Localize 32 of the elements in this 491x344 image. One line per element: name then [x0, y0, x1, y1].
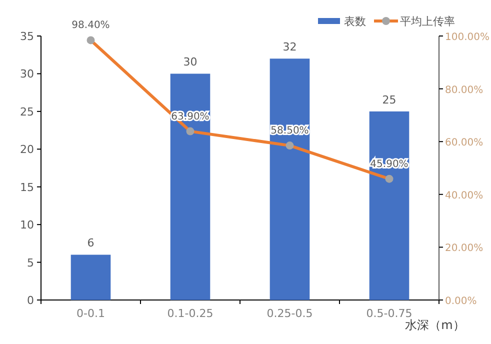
x-tick-label: 0.1-0.25 — [167, 307, 214, 320]
x-axis-title: 水深（m） — [405, 318, 465, 332]
x-tick-label: 0.5-0.75 — [366, 307, 412, 320]
x-tick-label: 0.25-0.5 — [266, 307, 313, 320]
y-tick-label: 5 — [27, 256, 34, 270]
y2-tick-label: 20.00% — [445, 243, 484, 254]
bar — [270, 58, 310, 300]
y-tick-label: 15 — [20, 180, 34, 194]
data-label: 45.90% — [370, 158, 408, 170]
data-label: 30 — [183, 56, 198, 69]
data-label: 25 — [382, 93, 396, 106]
bar — [369, 111, 410, 300]
y-tick-label: 20 — [20, 143, 34, 156]
y-tick-label: 35 — [20, 30, 34, 43]
y-tick-label: 10 — [20, 218, 34, 232]
y2-tick-label: 40.00% — [445, 190, 484, 202]
y2-tick-label: 100.00% — [445, 32, 490, 43]
x-tick-label: 0-0.1 — [76, 307, 105, 320]
data-label: 58.50% — [270, 126, 309, 137]
data-label: 6 — [87, 236, 94, 250]
bar — [70, 254, 111, 300]
legend-label: 表数 — [344, 15, 366, 28]
y2-tick-label: 0.00% — [445, 296, 477, 307]
y2-tick-label: 60.00% — [445, 138, 484, 149]
data-label: 32 — [282, 40, 297, 54]
y-tick-label: 30 — [20, 68, 34, 81]
legend-label: 平均上传率 — [400, 15, 455, 28]
y-tick-label: 25 — [20, 105, 34, 118]
data-label: 98.40% — [72, 20, 110, 32]
bar — [170, 74, 210, 300]
y-tick-label: 0 — [27, 294, 34, 307]
y2-tick-label: 80.00% — [445, 84, 484, 96]
